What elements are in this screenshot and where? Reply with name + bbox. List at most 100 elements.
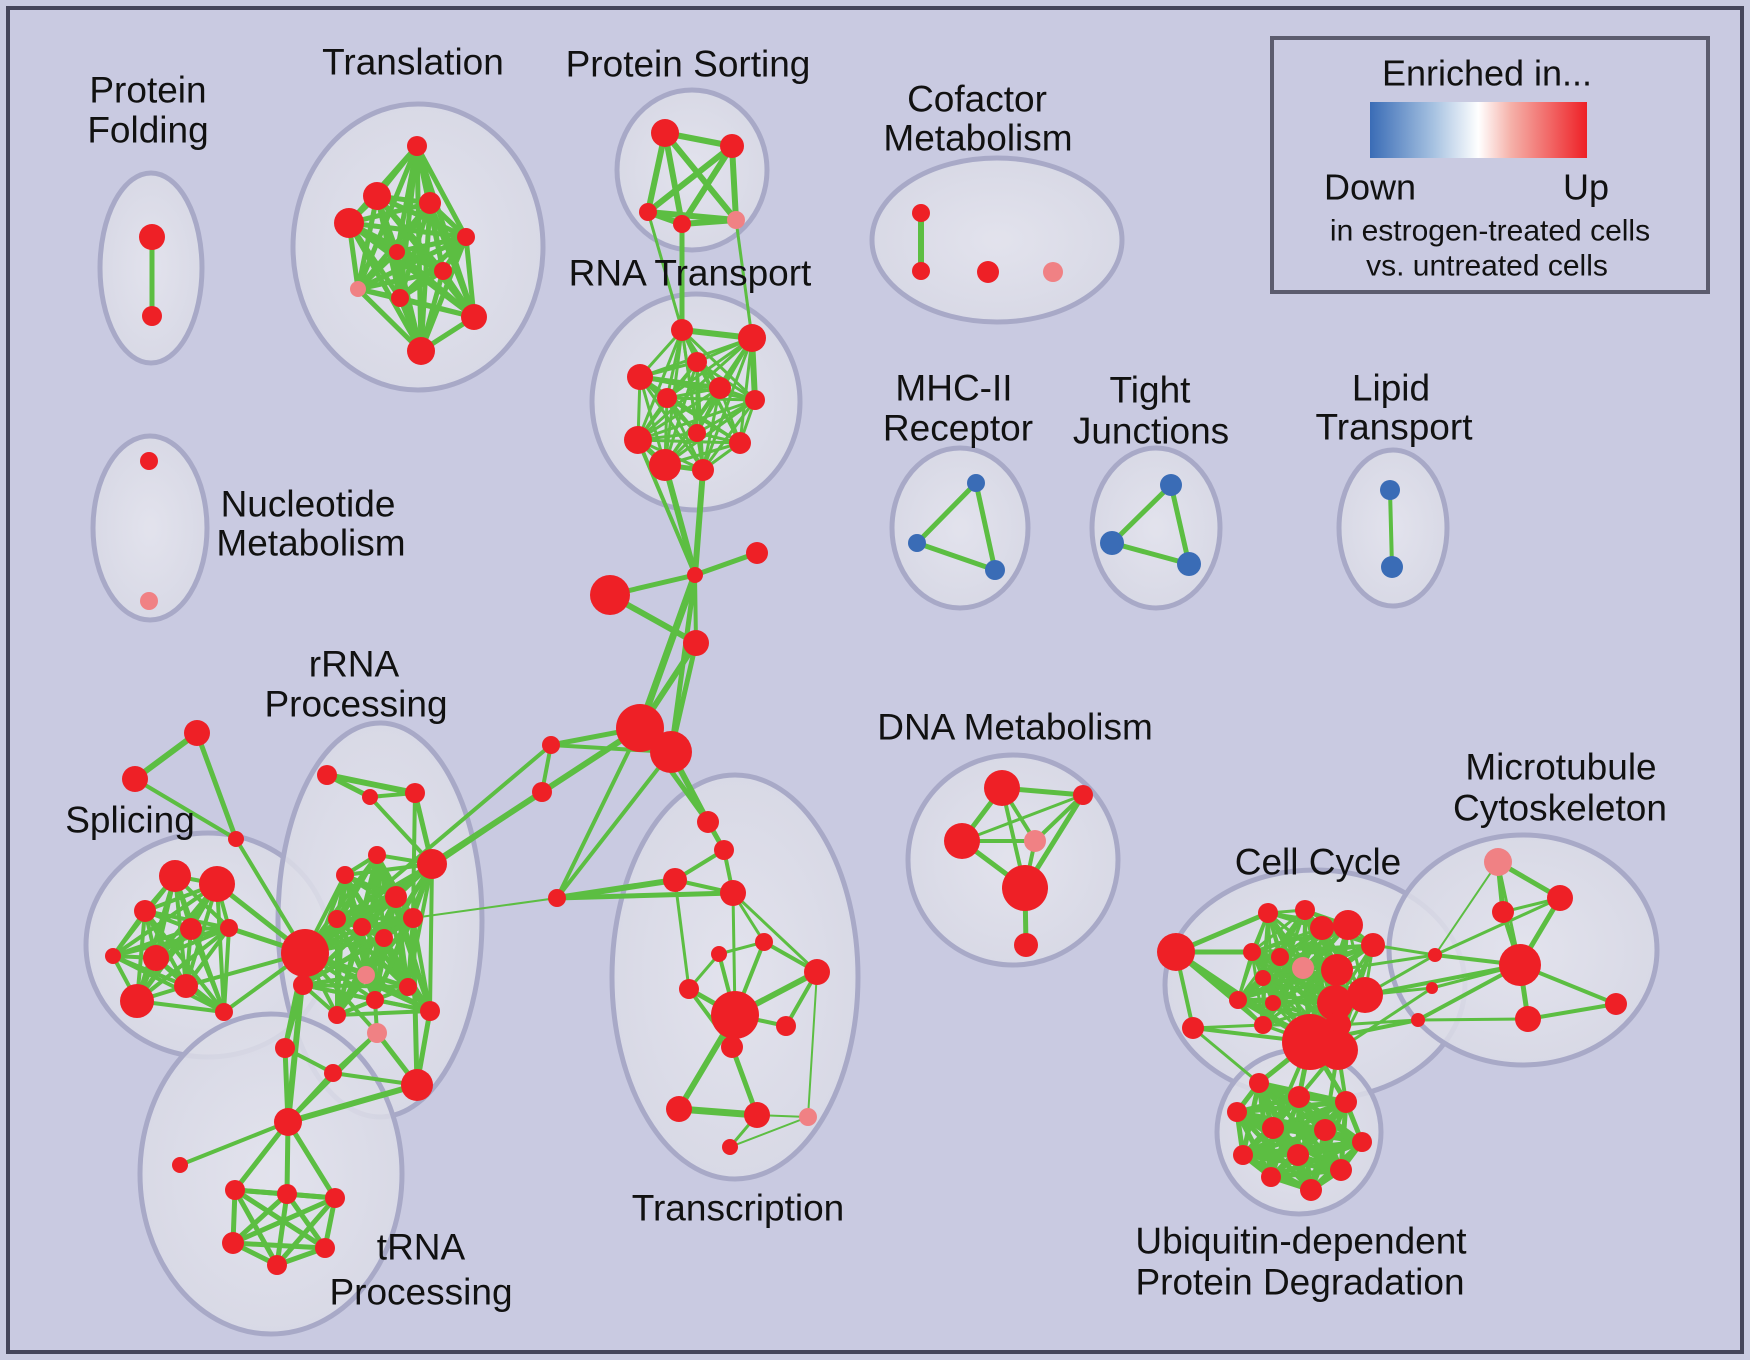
node-ub7[interactable] <box>1352 1132 1372 1152</box>
node-rr10[interactable] <box>375 929 393 947</box>
node-mj3[interactable] <box>1411 1013 1425 1027</box>
node-rt1[interactable] <box>671 319 693 341</box>
node-sp3[interactable] <box>134 900 156 922</box>
node-lt1[interactable] <box>1380 480 1400 500</box>
node-nm1[interactable] <box>140 452 158 470</box>
node-sp1[interactable] <box>159 860 191 892</box>
node-rr16[interactable] <box>328 1006 346 1024</box>
node-cc3[interactable] <box>1310 916 1334 940</box>
node-mj1[interactable] <box>1428 948 1442 962</box>
node-tc[interactable] <box>228 831 244 847</box>
node-tl8[interactable] <box>350 281 366 297</box>
node-rr12[interactable] <box>357 966 375 984</box>
node-tn3[interactable] <box>663 868 687 892</box>
node-rr20[interactable] <box>275 1038 295 1058</box>
node-tnhub[interactable] <box>711 991 759 1039</box>
node-rr6[interactable] <box>336 866 354 884</box>
node-ub2[interactable] <box>1288 1086 1310 1108</box>
node-tn1[interactable] <box>697 811 719 833</box>
node-rr14[interactable] <box>366 991 384 1009</box>
node-tn10[interactable] <box>721 1036 743 1058</box>
node-sp10[interactable] <box>215 1003 233 1021</box>
node-pf1[interactable] <box>139 224 165 250</box>
node-cc1[interactable] <box>1258 903 1278 923</box>
node-tn12[interactable] <box>744 1102 770 1128</box>
node-tj2[interactable] <box>1100 531 1124 555</box>
node-mt5[interactable] <box>1515 1006 1541 1032</box>
node-hub2[interactable] <box>650 731 692 773</box>
node-ub12[interactable] <box>1300 1179 1322 1201</box>
node-mt2[interactable] <box>1547 885 1573 911</box>
node-cc15[interactable] <box>1254 1016 1272 1034</box>
node-ccout[interactable] <box>1157 933 1195 971</box>
node-sp4[interactable] <box>180 918 202 940</box>
node-cf2[interactable] <box>912 262 930 280</box>
node-tn4[interactable] <box>720 880 746 906</box>
node-sp5[interactable] <box>220 919 238 937</box>
node-tp3[interactable] <box>325 1188 345 1208</box>
node-dm4[interactable] <box>1024 830 1046 852</box>
node-dm6[interactable] <box>1014 933 1038 957</box>
node-mt3[interactable] <box>1492 901 1514 923</box>
node-cc17[interactable] <box>1318 1030 1358 1070</box>
node-tn14[interactable] <box>722 1139 738 1155</box>
node-ps5[interactable] <box>727 211 745 229</box>
node-rr2[interactable] <box>362 789 378 805</box>
node-rr4[interactable] <box>368 846 386 864</box>
node-mh3[interactable] <box>985 560 1005 580</box>
node-nm2[interactable] <box>140 592 158 610</box>
node-tn2[interactable] <box>714 840 734 860</box>
node-tl3[interactable] <box>419 192 441 214</box>
node-tn11[interactable] <box>666 1096 692 1122</box>
node-cc8[interactable] <box>1292 957 1314 979</box>
node-cc4[interactable] <box>1333 910 1363 940</box>
node-sp7[interactable] <box>143 945 169 971</box>
node-tb[interactable] <box>122 766 148 792</box>
node-cc12[interactable] <box>1265 995 1281 1011</box>
node-ub5[interactable] <box>1262 1117 1284 1139</box>
node-mh2[interactable] <box>908 534 926 552</box>
node-cc10[interactable] <box>1255 970 1271 986</box>
node-rr13[interactable] <box>399 978 417 996</box>
node-rr8[interactable] <box>328 910 346 928</box>
node-tl10[interactable] <box>461 304 487 330</box>
node-rt11[interactable] <box>649 449 681 481</box>
node-rr11[interactable] <box>403 908 423 928</box>
node-tn6[interactable] <box>711 946 727 962</box>
node-hub1[interactable] <box>616 704 664 752</box>
node-ps3[interactable] <box>639 203 657 221</box>
node-tj1[interactable] <box>1160 474 1182 496</box>
node-sp2[interactable] <box>199 866 235 902</box>
node-ub11[interactable] <box>1261 1167 1281 1187</box>
node-cf3[interactable] <box>977 261 999 283</box>
node-rt8[interactable] <box>688 424 706 442</box>
node-j2[interactable] <box>683 630 709 656</box>
node-ccbl[interactable] <box>1182 1017 1204 1039</box>
node-tl7[interactable] <box>434 262 452 280</box>
node-rt6[interactable] <box>657 388 677 408</box>
node-tn9[interactable] <box>776 1016 796 1036</box>
node-j3[interactable] <box>548 889 566 907</box>
node-dm1[interactable] <box>984 770 1020 806</box>
node-rr17[interactable] <box>293 975 313 995</box>
node-rt7[interactable] <box>745 390 765 410</box>
node-tl6[interactable] <box>389 244 405 260</box>
node-sp8[interactable] <box>120 984 154 1018</box>
node-dm5[interactable] <box>1002 865 1048 911</box>
node-tp1[interactable] <box>225 1180 245 1200</box>
node-tp5[interactable] <box>267 1255 287 1275</box>
node-cc6[interactable] <box>1243 943 1261 961</box>
node-cc14[interactable] <box>1347 977 1383 1013</box>
node-tn8[interactable] <box>804 959 830 985</box>
node-j1[interactable] <box>687 567 703 583</box>
node-cc2[interactable] <box>1295 900 1315 920</box>
node-rr15[interactable] <box>420 1001 440 1021</box>
node-tl1[interactable] <box>407 136 427 156</box>
node-ub9[interactable] <box>1287 1144 1309 1166</box>
node-iso[interactable] <box>172 1157 188 1173</box>
node-tj3[interactable] <box>1177 552 1201 576</box>
node-dm2[interactable] <box>1073 785 1093 805</box>
node-sl1[interactable] <box>542 736 560 754</box>
node-rr7[interactable] <box>385 886 407 908</box>
node-tl9[interactable] <box>391 289 409 307</box>
